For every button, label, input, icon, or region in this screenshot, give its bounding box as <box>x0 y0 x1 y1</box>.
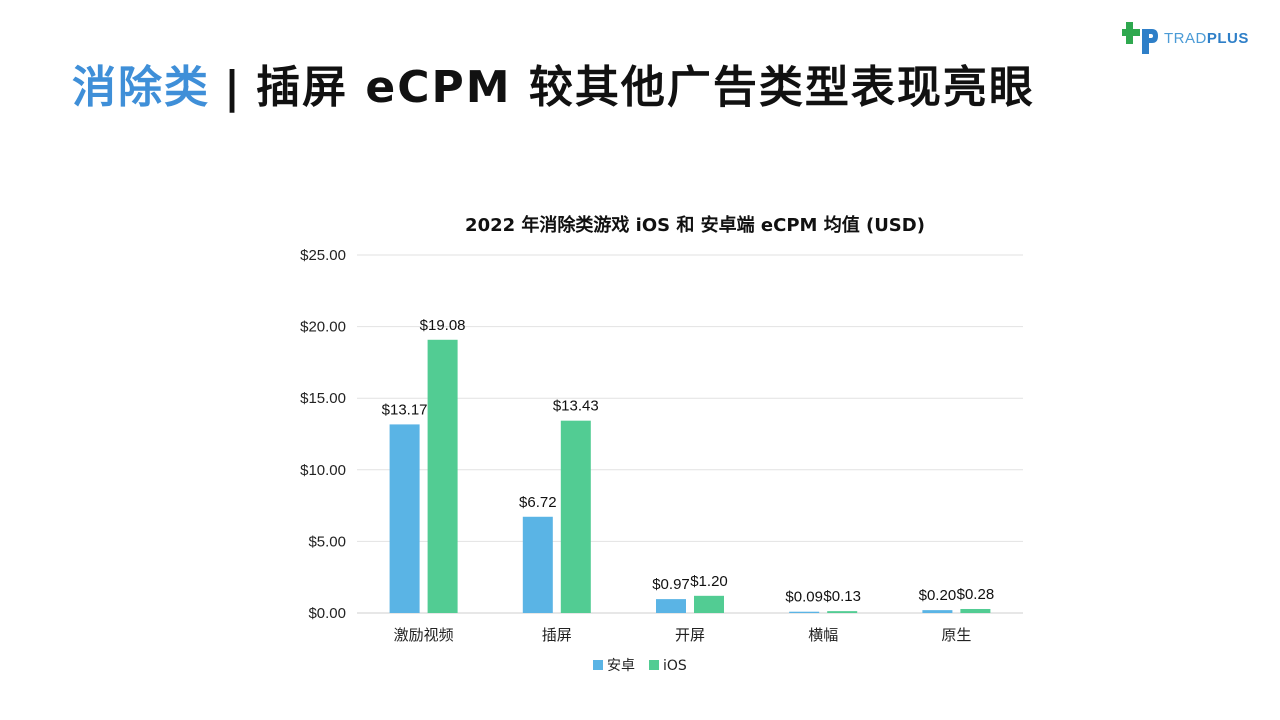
bar <box>922 610 953 613</box>
data-label: $13.17 <box>382 401 428 418</box>
brand-logo: TRADPLUS <box>1122 18 1249 58</box>
page-title: 消除类 | 插屏 eCPM 较其他广告类型表现亮眼 <box>72 58 1035 118</box>
y-tick-label: $10.00 <box>300 462 346 479</box>
bar <box>827 611 858 613</box>
x-tick-label: 激励视频 <box>394 626 454 644</box>
x-tick-label: 原生 <box>941 626 971 644</box>
title-text: 插屏 eCPM 较其他广告类型表现亮眼 <box>256 62 1035 113</box>
x-tick-label: 插屏 <box>542 626 572 644</box>
data-label: $0.09 <box>785 589 823 606</box>
bar <box>694 595 724 613</box>
title-separator: | <box>224 62 243 113</box>
bar <box>960 608 991 613</box>
x-tick-label: 开屏 <box>675 626 705 644</box>
legend-swatch <box>649 660 659 670</box>
chart-title: 2022 年消除类游戏 iOS 和 安卓端 eCPM 均值 (USD) <box>465 214 925 236</box>
y-tick-label: $20.00 <box>300 319 346 336</box>
data-label: $6.72 <box>519 494 557 511</box>
logo-text: TRADPLUS <box>1164 29 1249 47</box>
data-label: $0.97 <box>652 576 690 593</box>
legend-label: 安卓 <box>607 658 635 674</box>
bar <box>427 339 458 613</box>
data-label: $1.20 <box>690 573 728 590</box>
bar <box>560 420 591 613</box>
bar <box>789 611 820 613</box>
x-tick-label: 横幅 <box>808 626 838 644</box>
legend-swatch <box>593 660 603 670</box>
data-label: $0.28 <box>957 586 995 603</box>
legend-label: iOS <box>663 658 687 674</box>
y-tick-label: $15.00 <box>300 390 346 407</box>
bar <box>389 424 420 613</box>
y-tick-label: $25.00 <box>300 247 346 264</box>
tradplus-logo-icon <box>1122 22 1158 54</box>
y-tick-label: $0.00 <box>308 605 346 622</box>
data-label: $19.08 <box>420 317 466 334</box>
title-accent: 消除类 <box>72 62 210 113</box>
bar <box>522 516 553 613</box>
bar <box>656 599 686 613</box>
data-label: $0.20 <box>919 587 957 604</box>
data-label: $13.43 <box>553 398 599 415</box>
data-label: $0.13 <box>823 588 861 605</box>
y-tick-label: $5.00 <box>308 533 346 550</box>
